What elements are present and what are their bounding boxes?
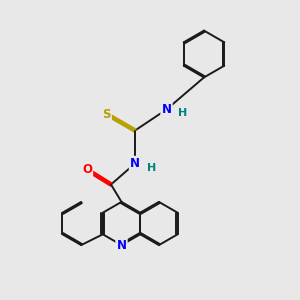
Text: O: O [82, 163, 92, 176]
Text: N: N [130, 157, 140, 170]
Text: H: H [147, 163, 156, 173]
Text: H: H [178, 108, 188, 118]
Text: N: N [116, 238, 127, 252]
Text: S: S [102, 107, 111, 121]
Text: N: N [161, 103, 172, 116]
